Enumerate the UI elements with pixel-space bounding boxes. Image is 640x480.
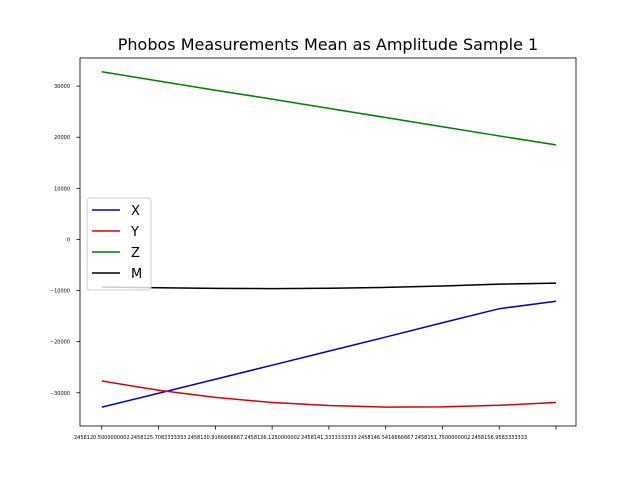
- chart-title: Phobos Measurements Mean as Amplitude Sa…: [118, 35, 538, 54]
- legend-label-y: Y: [130, 225, 139, 240]
- series-line-y: [101, 380, 557, 408]
- y-tick-label: 30000: [54, 84, 70, 90]
- x-tick-label: 2458141.3333333333: [301, 435, 357, 441]
- x-tick-label: 2458120.5000000002: [74, 435, 130, 441]
- x-tick-label: 2458125.7083333333: [131, 435, 187, 441]
- x-tick-label: 2458130.9166666667: [188, 435, 244, 441]
- series-line-z: [101, 71, 557, 146]
- x-tick-label: 2458146.5416666667: [358, 435, 414, 441]
- series-line-x: [101, 300, 557, 408]
- x-tick-label: 2458151.7500000002: [415, 435, 471, 441]
- y-tick-label: −20000: [50, 340, 70, 346]
- x-tick-label: 2458136.1250000002: [244, 435, 300, 441]
- series-line-m: [101, 282, 557, 290]
- y-tick-label: −10000: [50, 289, 70, 295]
- legend-box: [86, 197, 152, 291]
- y-tick-label: 10000: [54, 186, 70, 192]
- y-tick-label: 0: [67, 237, 70, 243]
- plot-area: 2458120.5000000002 2458125.7083333333 2458…: [50, 57, 577, 441]
- legend-label-z: Z: [131, 246, 140, 261]
- legend-label-m: M: [131, 267, 142, 282]
- y-tick-label: −30000: [50, 391, 70, 397]
- axes-frame: [79, 57, 577, 427]
- x-tick-label: 2458156.9583333333: [471, 435, 527, 441]
- y-tick-label: 20000: [54, 135, 70, 141]
- legend-label-x: X: [131, 204, 140, 219]
